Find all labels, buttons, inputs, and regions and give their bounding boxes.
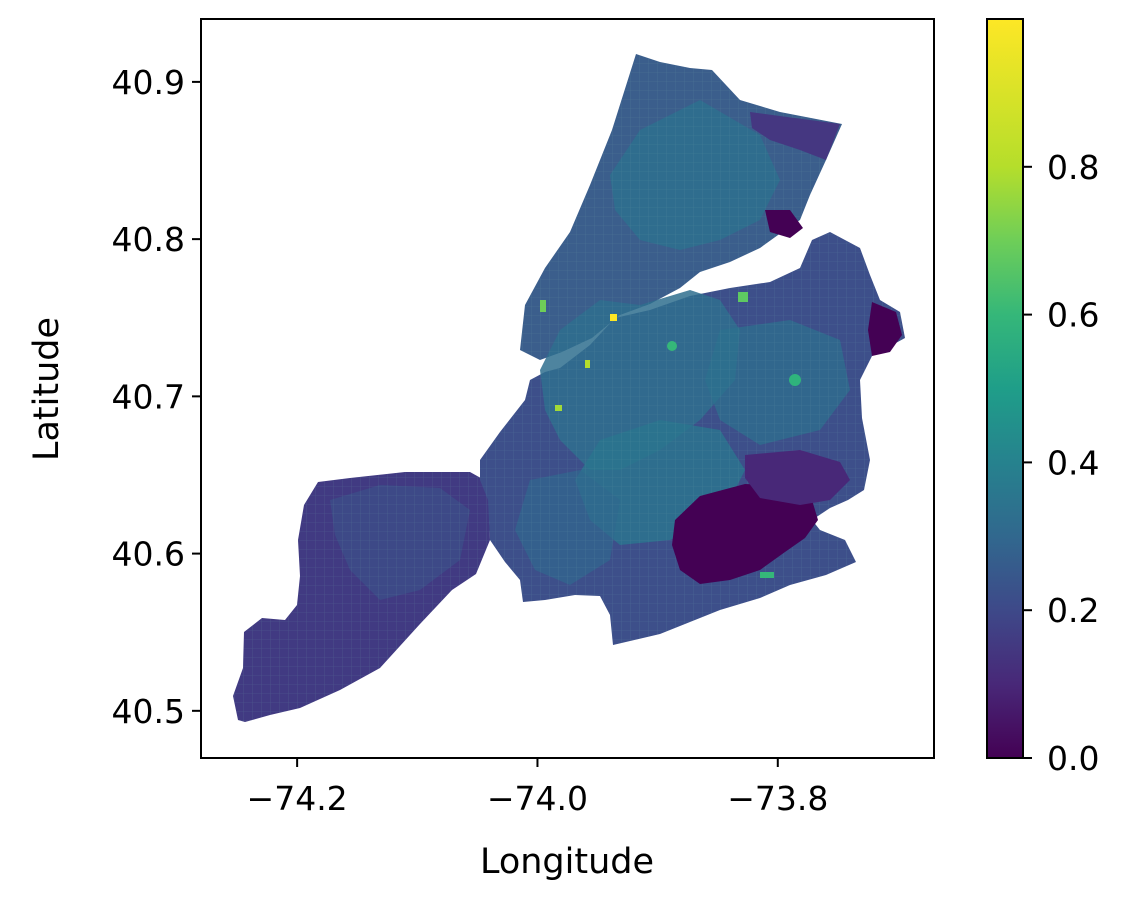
tract-hotspot-green-2 bbox=[555, 405, 562, 411]
tract-hotspot-green-4 bbox=[738, 292, 748, 302]
colorbar-tick-label: 0.4 bbox=[1047, 443, 1099, 482]
colorbar-tick-label: 0.0 bbox=[1047, 739, 1099, 778]
x-tick-label: −73.8 bbox=[727, 779, 828, 818]
colorbar-frame bbox=[986, 18, 1024, 759]
tract-hotspot-green-6 bbox=[667, 341, 677, 351]
tract-hotspot-green-5 bbox=[760, 572, 774, 578]
tract-hotspot-green bbox=[585, 360, 590, 368]
x-tick-label: −74.0 bbox=[487, 779, 588, 818]
colorbar-tick-label: 0.8 bbox=[1047, 148, 1099, 187]
colorbar bbox=[987, 19, 1023, 758]
colorbar-tick-label: 0.2 bbox=[1047, 591, 1099, 630]
tract-east-queens bbox=[745, 450, 850, 505]
y-axis-label: Latitude bbox=[27, 317, 67, 461]
axes-frame bbox=[200, 18, 935, 759]
tract-rikers bbox=[765, 210, 803, 238]
y-tick-label: 40.5 bbox=[112, 692, 185, 731]
y-tick-label: 40.9 bbox=[112, 63, 185, 102]
tract-hotspot-green-7 bbox=[789, 374, 801, 386]
boroughs-layer bbox=[233, 54, 905, 722]
y-axis-ticks: 40.5 40.6 40.7 40.8 40.9 bbox=[112, 63, 201, 731]
tract-bronx-east bbox=[750, 112, 840, 160]
tract-jfk-east bbox=[868, 302, 902, 356]
tract-jamaica-bay bbox=[672, 484, 818, 584]
tract-hotspot-green-3 bbox=[540, 300, 546, 312]
y-tick-label: 40.6 bbox=[112, 535, 185, 574]
x-axis-ticks: −74.2 −74.0 −73.8 bbox=[247, 758, 828, 818]
colorbar-ticks: 0.0 0.2 0.4 0.6 0.8 bbox=[1023, 148, 1099, 778]
x-tick-label: −74.2 bbox=[247, 779, 348, 818]
x-axis-label: Longitude bbox=[480, 842, 654, 882]
colorbar-tick-label: 0.6 bbox=[1047, 296, 1099, 335]
tract-hotspot-yellow bbox=[610, 314, 617, 321]
y-tick-label: 40.8 bbox=[112, 220, 185, 259]
y-tick-label: 40.7 bbox=[112, 377, 185, 416]
